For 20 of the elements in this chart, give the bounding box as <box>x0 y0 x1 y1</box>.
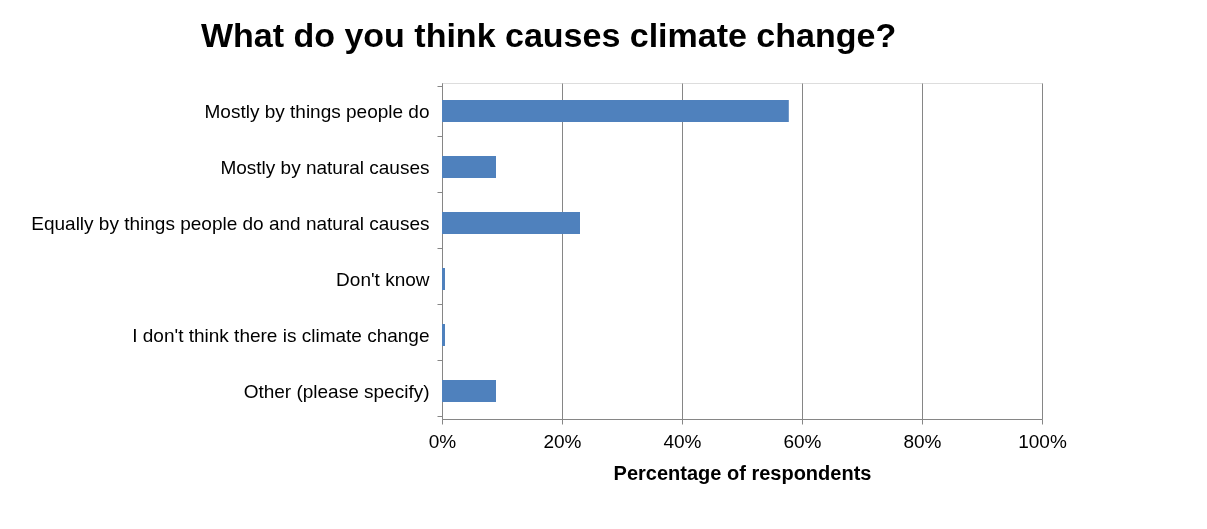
y-tick-label: Other (please specify) <box>243 380 430 402</box>
y-tick-label: I don't think there is climate change <box>132 324 430 346</box>
x-tick-label: 60% <box>783 430 822 452</box>
x-tick-label: 0% <box>428 430 457 452</box>
y-tick-label: Mostly by things people do <box>204 100 430 122</box>
bar <box>442 324 445 346</box>
x-tick-label: 20% <box>543 430 582 452</box>
x-tick-label: 80% <box>903 430 942 452</box>
bar <box>442 268 445 290</box>
y-tick-label: Mostly by natural causes <box>220 156 430 178</box>
bar <box>442 156 496 178</box>
bar <box>442 380 496 402</box>
y-tick-label: Equally by things people do and natural causes <box>31 212 430 234</box>
x-axis-title: Percentage of respondents <box>613 461 872 484</box>
x-tick-label: 40% <box>663 430 702 452</box>
bar <box>442 212 580 234</box>
y-tick-label: Don't know <box>336 268 430 290</box>
x-tick-label: 100% <box>1018 430 1067 452</box>
chart-title: What do you think causes climate change? <box>200 16 897 54</box>
bar <box>442 100 789 122</box>
